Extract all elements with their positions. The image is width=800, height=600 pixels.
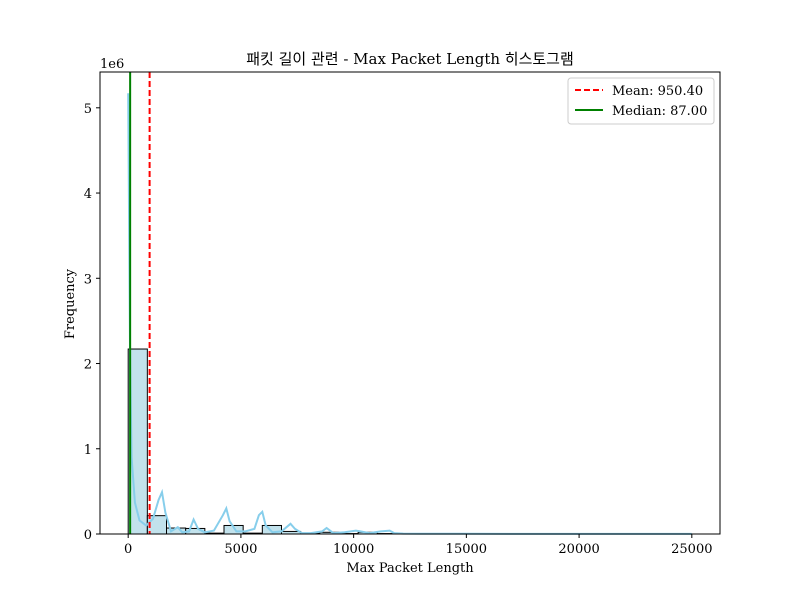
legend-mean-label: Mean: 950.40	[612, 84, 703, 99]
x-axis-label: Max Packet Length	[346, 561, 474, 576]
legend: Mean: 950.40 Median: 87.00	[567, 77, 715, 125]
kde-curve	[127, 93, 692, 535]
plot-frame	[99, 71, 721, 535]
y-axis-ticks: 0 1 2 3 4 5	[84, 102, 100, 543]
y-tick-label: 0	[84, 528, 92, 543]
y-tick-label: 4	[84, 187, 92, 202]
chart-title: 패킷 길이 관련 - Max Packet Length 히스토그램	[246, 50, 574, 68]
x-tick-label: 15000	[446, 542, 487, 557]
x-tick-label: 0	[124, 542, 132, 557]
y-scale-label: 1e6	[100, 57, 124, 72]
legend-median-label: Median: 87.00	[612, 104, 707, 119]
x-axis-ticks: 0 5000 10000 15000 20000 25000	[124, 534, 712, 557]
x-tick-label: 10000	[333, 542, 374, 557]
histogram-bars	[127, 348, 417, 535]
x-tick-label: 20000	[558, 542, 599, 557]
y-tick-label: 1	[84, 443, 92, 458]
y-axis-label: Frequency	[63, 268, 78, 339]
y-tick-label: 5	[84, 102, 92, 117]
x-tick-label: 5000	[224, 542, 257, 557]
y-tick-label: 3	[84, 272, 92, 287]
y-tick-label: 2	[84, 358, 92, 373]
x-tick-label: 25000	[671, 542, 712, 557]
legend-box	[567, 77, 715, 125]
